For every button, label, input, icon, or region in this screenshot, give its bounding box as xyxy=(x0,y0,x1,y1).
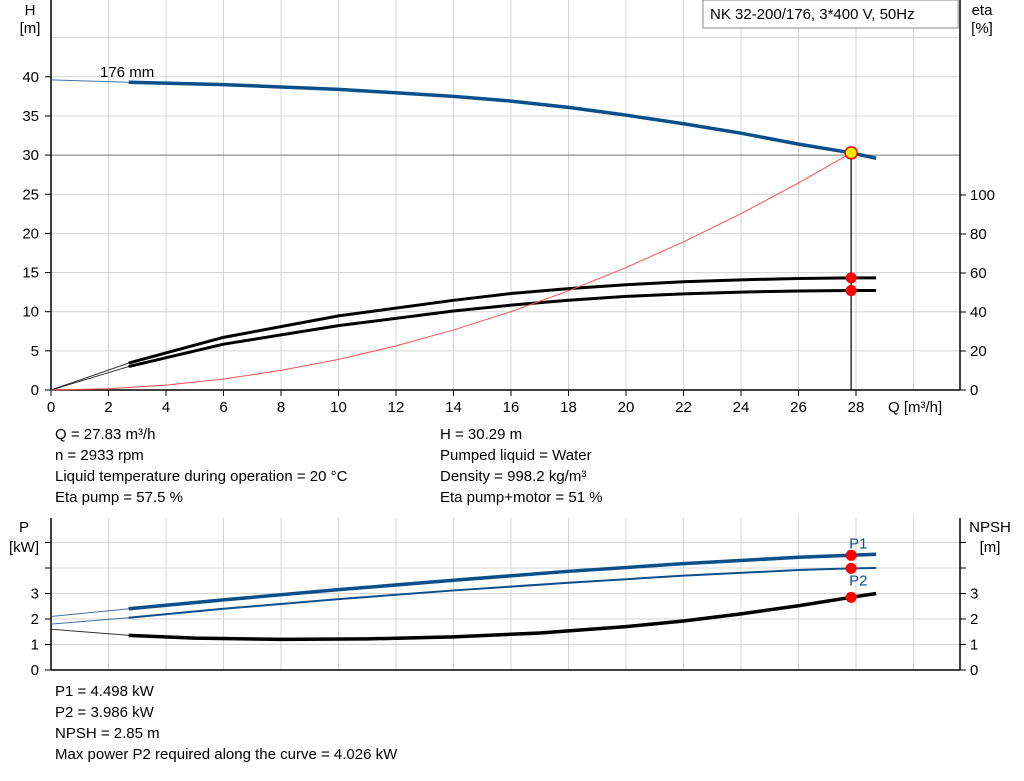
eta_pump-curve-extension xyxy=(50,362,129,391)
npsh-tick-label: 1 xyxy=(970,637,978,654)
x-tick-label: 24 xyxy=(733,399,750,416)
eta-pump-motor-marker xyxy=(845,285,857,297)
system-curve xyxy=(50,152,852,391)
y-tick-label-right: 100 xyxy=(970,187,995,204)
npsh-tick-label: 3 xyxy=(970,586,978,603)
info-top-right: H = 30.29 m Pumped liquid = Water Densit… xyxy=(440,424,603,508)
y-tick-label-left: 40 xyxy=(22,69,39,86)
y-axis-label-left: H xyxy=(25,2,36,19)
p-tick-label: 0 xyxy=(31,662,39,679)
eta_pump_motor-curve xyxy=(128,289,877,369)
p1-curve xyxy=(128,552,877,611)
p2-label: P2 xyxy=(849,572,867,589)
H-curve-extension xyxy=(50,79,129,83)
x-tick-label: 12 xyxy=(388,399,405,416)
y-axis-unit-right: [%] xyxy=(971,20,993,37)
npsh-tick-label: 0 xyxy=(970,662,978,679)
y-axis-label-right: eta xyxy=(972,2,994,19)
x-tick-label: 6 xyxy=(219,399,227,416)
info-p1: P1 = 4.498 kW xyxy=(55,683,154,700)
x-tick-label: 14 xyxy=(445,399,462,416)
p-axis-label: P xyxy=(19,519,29,536)
info-max-p2: Max power P2 required along the curve = … xyxy=(55,746,398,763)
x-tick-label: 10 xyxy=(330,399,347,416)
p2-curve-extension xyxy=(50,617,129,625)
x-tick-label: 26 xyxy=(790,399,807,416)
npsh-marker xyxy=(845,591,857,603)
info-bottom: P1 = 4.498 kW P2 = 3.986 kW NPSH = 2.85 … xyxy=(55,681,397,765)
y-tick-label-right: 20 xyxy=(970,343,987,360)
info-eta-pump: Eta pump = 57.5 % xyxy=(55,489,183,506)
p1-curve-extension xyxy=(50,608,129,617)
info-top-left: Q = 27.83 m³/h n = 2933 rpm Liquid tempe… xyxy=(55,424,347,508)
y-tick-label-left: 35 xyxy=(22,108,39,125)
y-tick-label-left: 25 xyxy=(22,186,39,203)
info-n: n = 2933 rpm xyxy=(55,447,144,464)
npsh-curve xyxy=(128,591,877,642)
y-tick-label-left: 5 xyxy=(31,343,39,360)
info-eta-pump-motor: Eta pump+motor = 51 % xyxy=(440,489,603,506)
x-tick-label: 4 xyxy=(162,399,170,416)
info-density: Density = 998.2 kg/m³ xyxy=(440,468,587,485)
x-tick-label: 28 xyxy=(848,399,865,416)
y-tick-label-right: 60 xyxy=(970,265,987,282)
p2-curve xyxy=(128,567,877,619)
eta_pump-curve xyxy=(128,276,877,365)
x-tick-label: 20 xyxy=(618,399,635,416)
y-tick-label-left: 10 xyxy=(22,304,39,321)
x-tick-label: 0 xyxy=(47,399,55,416)
H-curve xyxy=(128,80,877,160)
x-tick-label: 18 xyxy=(560,399,577,416)
x-tick-label: 16 xyxy=(503,399,520,416)
npsh-curve-extension xyxy=(50,628,129,636)
y-tick-label-left: 30 xyxy=(22,147,39,164)
p1-marker xyxy=(845,549,857,561)
y-tick-label-right: 40 xyxy=(970,304,987,321)
y-tick-label-left: 0 xyxy=(31,382,39,399)
x-tick-label: 22 xyxy=(675,399,692,416)
npsh-axis-unit: [m] xyxy=(980,539,1001,556)
eta-pump-marker xyxy=(845,272,857,284)
x-tick-label: 2 xyxy=(104,399,112,416)
p2-marker xyxy=(845,562,857,574)
info-h: H = 30.29 m xyxy=(440,426,523,443)
info-npsh: NPSH = 2.85 m xyxy=(55,725,160,742)
info-temperature: Liquid temperature during operation = 20… xyxy=(55,468,348,485)
y-axis-unit-left: [m] xyxy=(20,20,41,37)
chart-title: NK 32-200/176, 3*400 V, 50Hz xyxy=(710,6,915,23)
y-tick-label-right: 80 xyxy=(970,226,987,243)
y-tick-label-left: 20 xyxy=(22,225,39,242)
x-tick-label: 8 xyxy=(277,399,285,416)
npsh-axis-label: NPSH xyxy=(969,519,1011,536)
y-tick-label-left: 15 xyxy=(22,265,39,282)
p-tick-label: 2 xyxy=(31,611,39,628)
p-tick-label: 3 xyxy=(31,586,39,603)
p-tick-label: 1 xyxy=(31,637,39,654)
p-axis-unit: [kW] xyxy=(9,539,39,556)
curve-label: 176 mm xyxy=(100,64,154,81)
npsh-tick-label: 2 xyxy=(970,611,978,628)
info-p2: P2 = 3.986 kW xyxy=(55,704,154,721)
eta_pump_motor-curve-extension xyxy=(50,366,129,391)
p1-label: P1 xyxy=(849,535,867,552)
title-box xyxy=(702,0,959,29)
info-q: Q = 27.83 m³/h xyxy=(55,426,156,443)
duty-point-marker xyxy=(844,146,858,160)
x-axis-label: Q [m³/h] xyxy=(888,399,942,416)
info-liquid: Pumped liquid = Water xyxy=(440,447,592,464)
y-tick-label-right: 0 xyxy=(970,382,978,399)
